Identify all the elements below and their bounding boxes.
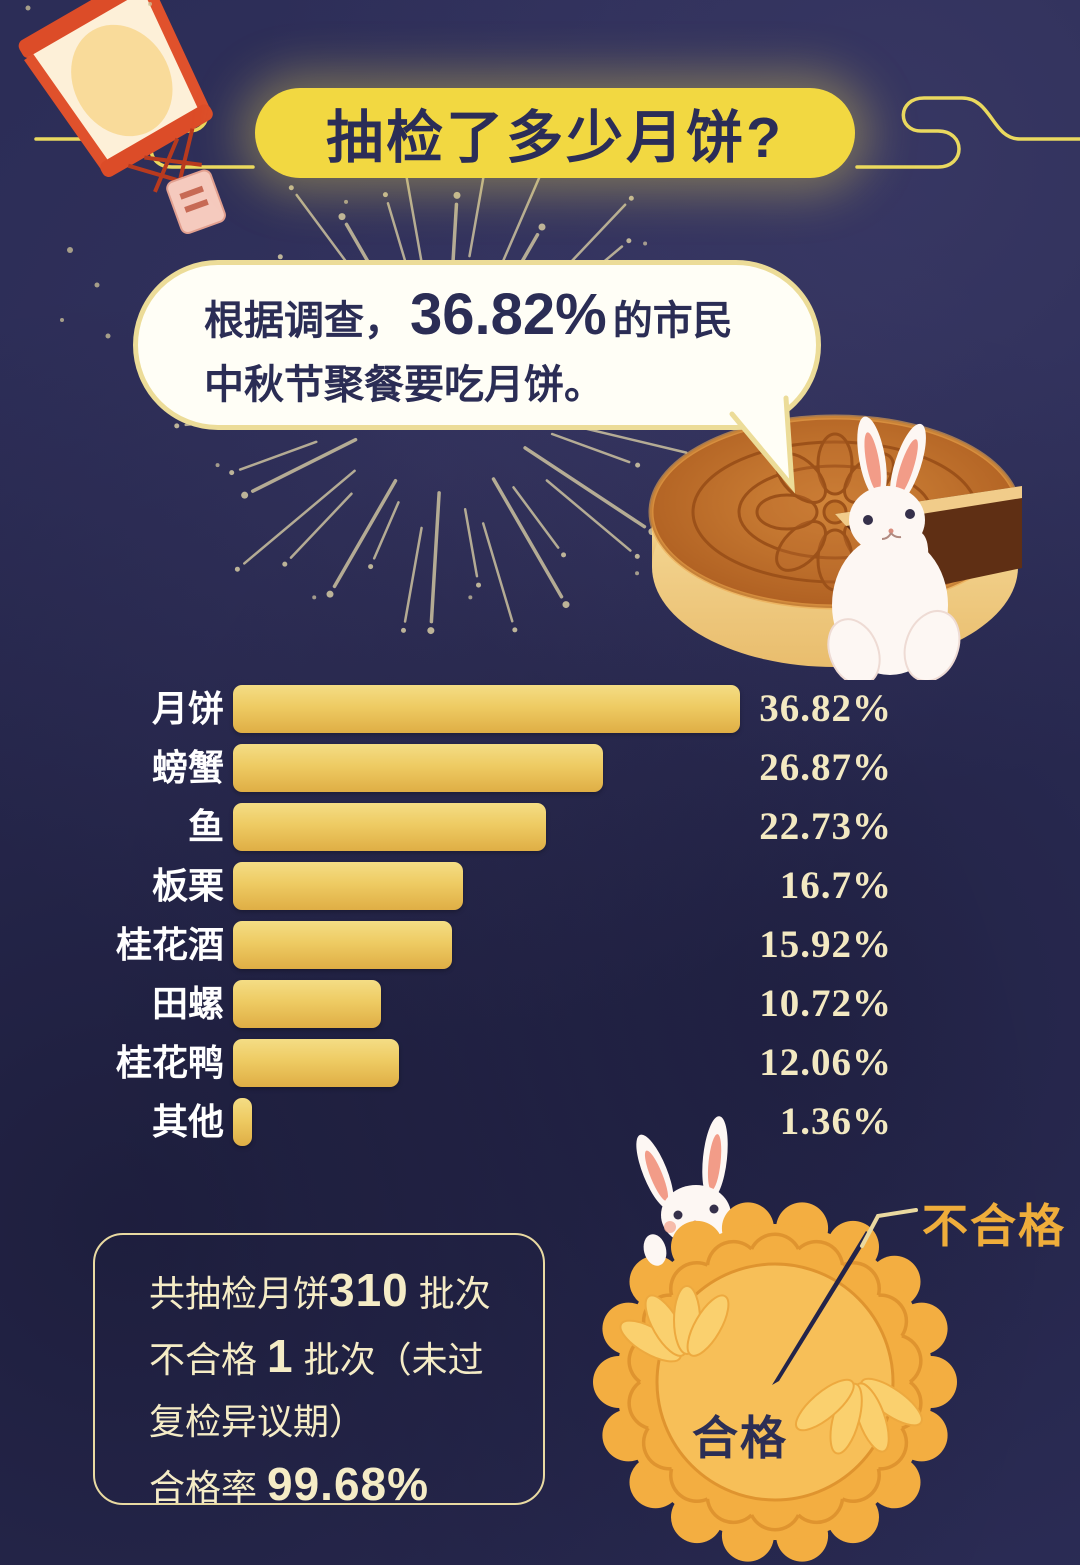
bubble-suffix: 的市民	[612, 298, 733, 343]
summary-text: 复检异议期）	[149, 1401, 366, 1442]
chart-category-label: 其他	[151, 1101, 224, 1142]
chart-row: 田螺 10.72%	[0, 980, 1080, 1028]
page-title: 抽检了多少月饼?	[326, 106, 784, 170]
summary-number: 99.68%	[267, 1458, 430, 1510]
rabbit-paw	[643, 1234, 667, 1266]
chart-bar	[233, 921, 452, 969]
speech-bubble-tail	[729, 395, 796, 494]
chart-value-label: 36.82%	[759, 687, 892, 730]
chart-category-label: 鱼	[187, 806, 224, 847]
summary-text: 批次（未过	[293, 1339, 484, 1380]
chart-row: 板栗 16.7%	[0, 862, 1080, 910]
chart-row: 螃蟹 26.87%	[0, 744, 1080, 792]
summary-line: 不合格 1 批次（未过	[149, 1325, 543, 1391]
mooncake-rabbit-illustration	[648, 414, 1022, 680]
chart-category-label: 桂花鸭	[115, 1042, 224, 1083]
mooncake-pie-chart	[593, 1116, 957, 1562]
chart-category-label: 螃蟹	[151, 747, 224, 788]
chart-row: 其他 1.36%	[0, 1098, 1080, 1146]
bubble-highlight-value: 36.82%	[410, 281, 607, 347]
bubble-line-2: 中秋节聚餐要吃月饼。	[204, 362, 604, 407]
pie-label-unqualified: 不合格	[922, 1200, 1066, 1252]
chart-bar	[233, 744, 603, 792]
summary-line: 复检异议期）	[149, 1391, 543, 1453]
chart-bar	[233, 1039, 399, 1087]
summary-box: 共抽检月饼310 批次 不合格 1 批次（未过 复检异议期） 合格率 99.68%	[93, 1233, 545, 1510]
chart-bar	[233, 685, 740, 733]
speech-bubble: 根据调查， 36.82% 的市民 中秋节聚餐要吃月饼。	[133, 260, 821, 430]
chart-row: 月饼 36.82%	[0, 685, 1080, 733]
chart-row: 鱼 22.73%	[0, 803, 1080, 851]
chart-value-label: 1.36%	[779, 1100, 892, 1143]
pie-callout-line	[860, 1208, 918, 1248]
chart-category-label: 田螺	[151, 983, 224, 1024]
chart-category-label: 板栗	[151, 865, 224, 906]
sparkle-dots	[25, 2, 152, 339]
chart-bar	[233, 1098, 252, 1146]
peeking-rabbit-icon	[636, 1116, 731, 1245]
chart-value-label: 16.7%	[779, 864, 892, 907]
pie-label-qualified: 合格	[692, 1412, 788, 1464]
summary-text: 合格率	[149, 1467, 268, 1508]
bar-chart: 月饼 36.82% 螃蟹 26.87% 鱼 22.73% 板栗 16.7% 桂花酒 15.92% 田…	[0, 685, 1080, 1157]
chart-bar	[233, 803, 546, 851]
bubble-prefix: 根据调查，	[204, 298, 404, 343]
summary-line: 合格率 99.68%	[149, 1453, 543, 1519]
summary-text: 批次	[408, 1273, 491, 1314]
chart-category-label: 月饼	[151, 688, 224, 729]
chart-bar	[233, 980, 381, 1028]
pie-needle	[772, 1231, 870, 1385]
lantern-icon	[18, 0, 226, 235]
chart-value-label: 15.92%	[759, 923, 892, 966]
title-banner: 抽检了多少月饼?	[255, 88, 855, 178]
chart-value-label: 26.87%	[759, 746, 892, 789]
summary-line: 共抽检月饼310 批次	[149, 1259, 543, 1325]
chart-category-label: 桂花酒	[115, 924, 224, 965]
chart-value-label: 22.73%	[759, 805, 892, 848]
cloud-swirl-right-icon	[855, 96, 1080, 169]
summary-text: 共抽检月饼	[149, 1273, 330, 1314]
chart-value-label: 12.06%	[759, 1041, 892, 1084]
chart-row: 桂花鸭 12.06%	[0, 1039, 1080, 1087]
chart-row: 桂花酒 15.92%	[0, 921, 1080, 969]
mooncake-petal-pattern	[619, 1285, 923, 1455]
rabbit-icon	[827, 416, 961, 680]
chart-value-label: 10.72%	[759, 982, 892, 1025]
summary-number: 1	[267, 1330, 294, 1382]
bubble-line-1: 根据调查， 36.82% 的市民	[204, 281, 816, 348]
summary-number: 310	[329, 1264, 409, 1316]
chart-bar	[233, 862, 463, 910]
summary-text: 不合格	[149, 1339, 268, 1380]
